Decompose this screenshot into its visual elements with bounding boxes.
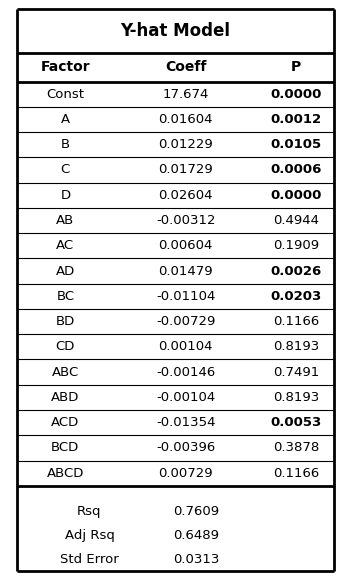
Text: A: A: [61, 113, 70, 126]
Text: ABC: ABC: [52, 365, 79, 379]
Text: BD: BD: [56, 315, 75, 328]
Text: ABCD: ABCD: [47, 467, 84, 480]
Text: 0.0105: 0.0105: [270, 138, 321, 151]
Text: Rsq: Rsq: [77, 505, 102, 517]
Text: C: C: [61, 164, 70, 176]
Text: 0.8193: 0.8193: [273, 391, 319, 404]
Text: 0.0006: 0.0006: [270, 164, 322, 176]
Text: -0.00146: -0.00146: [156, 365, 215, 379]
Text: 0.1909: 0.1909: [273, 240, 319, 252]
Text: Y-hat Model: Y-hat Model: [120, 21, 230, 39]
Text: -0.00104: -0.00104: [156, 391, 215, 404]
Text: 0.1166: 0.1166: [273, 467, 319, 480]
Text: Const: Const: [46, 88, 84, 101]
Text: BCD: BCD: [51, 441, 79, 455]
Text: Factor: Factor: [41, 60, 90, 74]
Text: 0.01604: 0.01604: [159, 113, 213, 126]
Text: Adj Rsq: Adj Rsq: [65, 529, 114, 542]
Text: 0.0026: 0.0026: [270, 264, 321, 278]
Text: 0.6489: 0.6489: [173, 529, 219, 542]
Text: ABD: ABD: [51, 391, 79, 404]
Text: AB: AB: [56, 214, 75, 227]
Text: 0.7491: 0.7491: [273, 365, 319, 379]
Text: -0.01354: -0.01354: [156, 416, 215, 429]
Text: 0.02604: 0.02604: [159, 188, 213, 202]
Text: ACD: ACD: [51, 416, 79, 429]
Text: 0.0203: 0.0203: [270, 290, 321, 303]
Text: BC: BC: [56, 290, 74, 303]
Text: 0.0000: 0.0000: [270, 188, 322, 202]
Text: 0.00729: 0.00729: [159, 467, 213, 480]
Text: -0.01104: -0.01104: [156, 290, 215, 303]
Text: Coeff: Coeff: [165, 60, 206, 74]
Text: 0.01229: 0.01229: [158, 138, 213, 151]
Text: P: P: [291, 60, 301, 74]
Text: 0.7609: 0.7609: [173, 505, 219, 517]
Text: AC: AC: [56, 240, 74, 252]
Text: CD: CD: [56, 340, 75, 353]
Text: -0.00396: -0.00396: [156, 441, 215, 455]
Text: 0.01479: 0.01479: [159, 264, 213, 278]
Text: AD: AD: [56, 264, 75, 278]
Text: 0.0000: 0.0000: [270, 88, 322, 101]
Text: 0.3878: 0.3878: [273, 441, 319, 455]
Text: -0.00312: -0.00312: [156, 214, 215, 227]
Text: 0.00604: 0.00604: [159, 240, 213, 252]
Text: 0.1166: 0.1166: [273, 315, 319, 328]
Text: 0.8193: 0.8193: [273, 340, 319, 353]
Text: B: B: [61, 138, 70, 151]
Text: 17.674: 17.674: [163, 88, 209, 101]
Text: D: D: [60, 188, 71, 202]
Text: 0.0053: 0.0053: [270, 416, 321, 429]
Text: Std Error: Std Error: [60, 553, 119, 566]
Text: 0.00104: 0.00104: [159, 340, 213, 353]
Text: 0.0313: 0.0313: [173, 553, 219, 566]
Text: 0.01729: 0.01729: [158, 164, 213, 176]
Text: 0.4944: 0.4944: [273, 214, 319, 227]
Text: 0.0012: 0.0012: [270, 113, 321, 126]
Text: -0.00729: -0.00729: [156, 315, 215, 328]
